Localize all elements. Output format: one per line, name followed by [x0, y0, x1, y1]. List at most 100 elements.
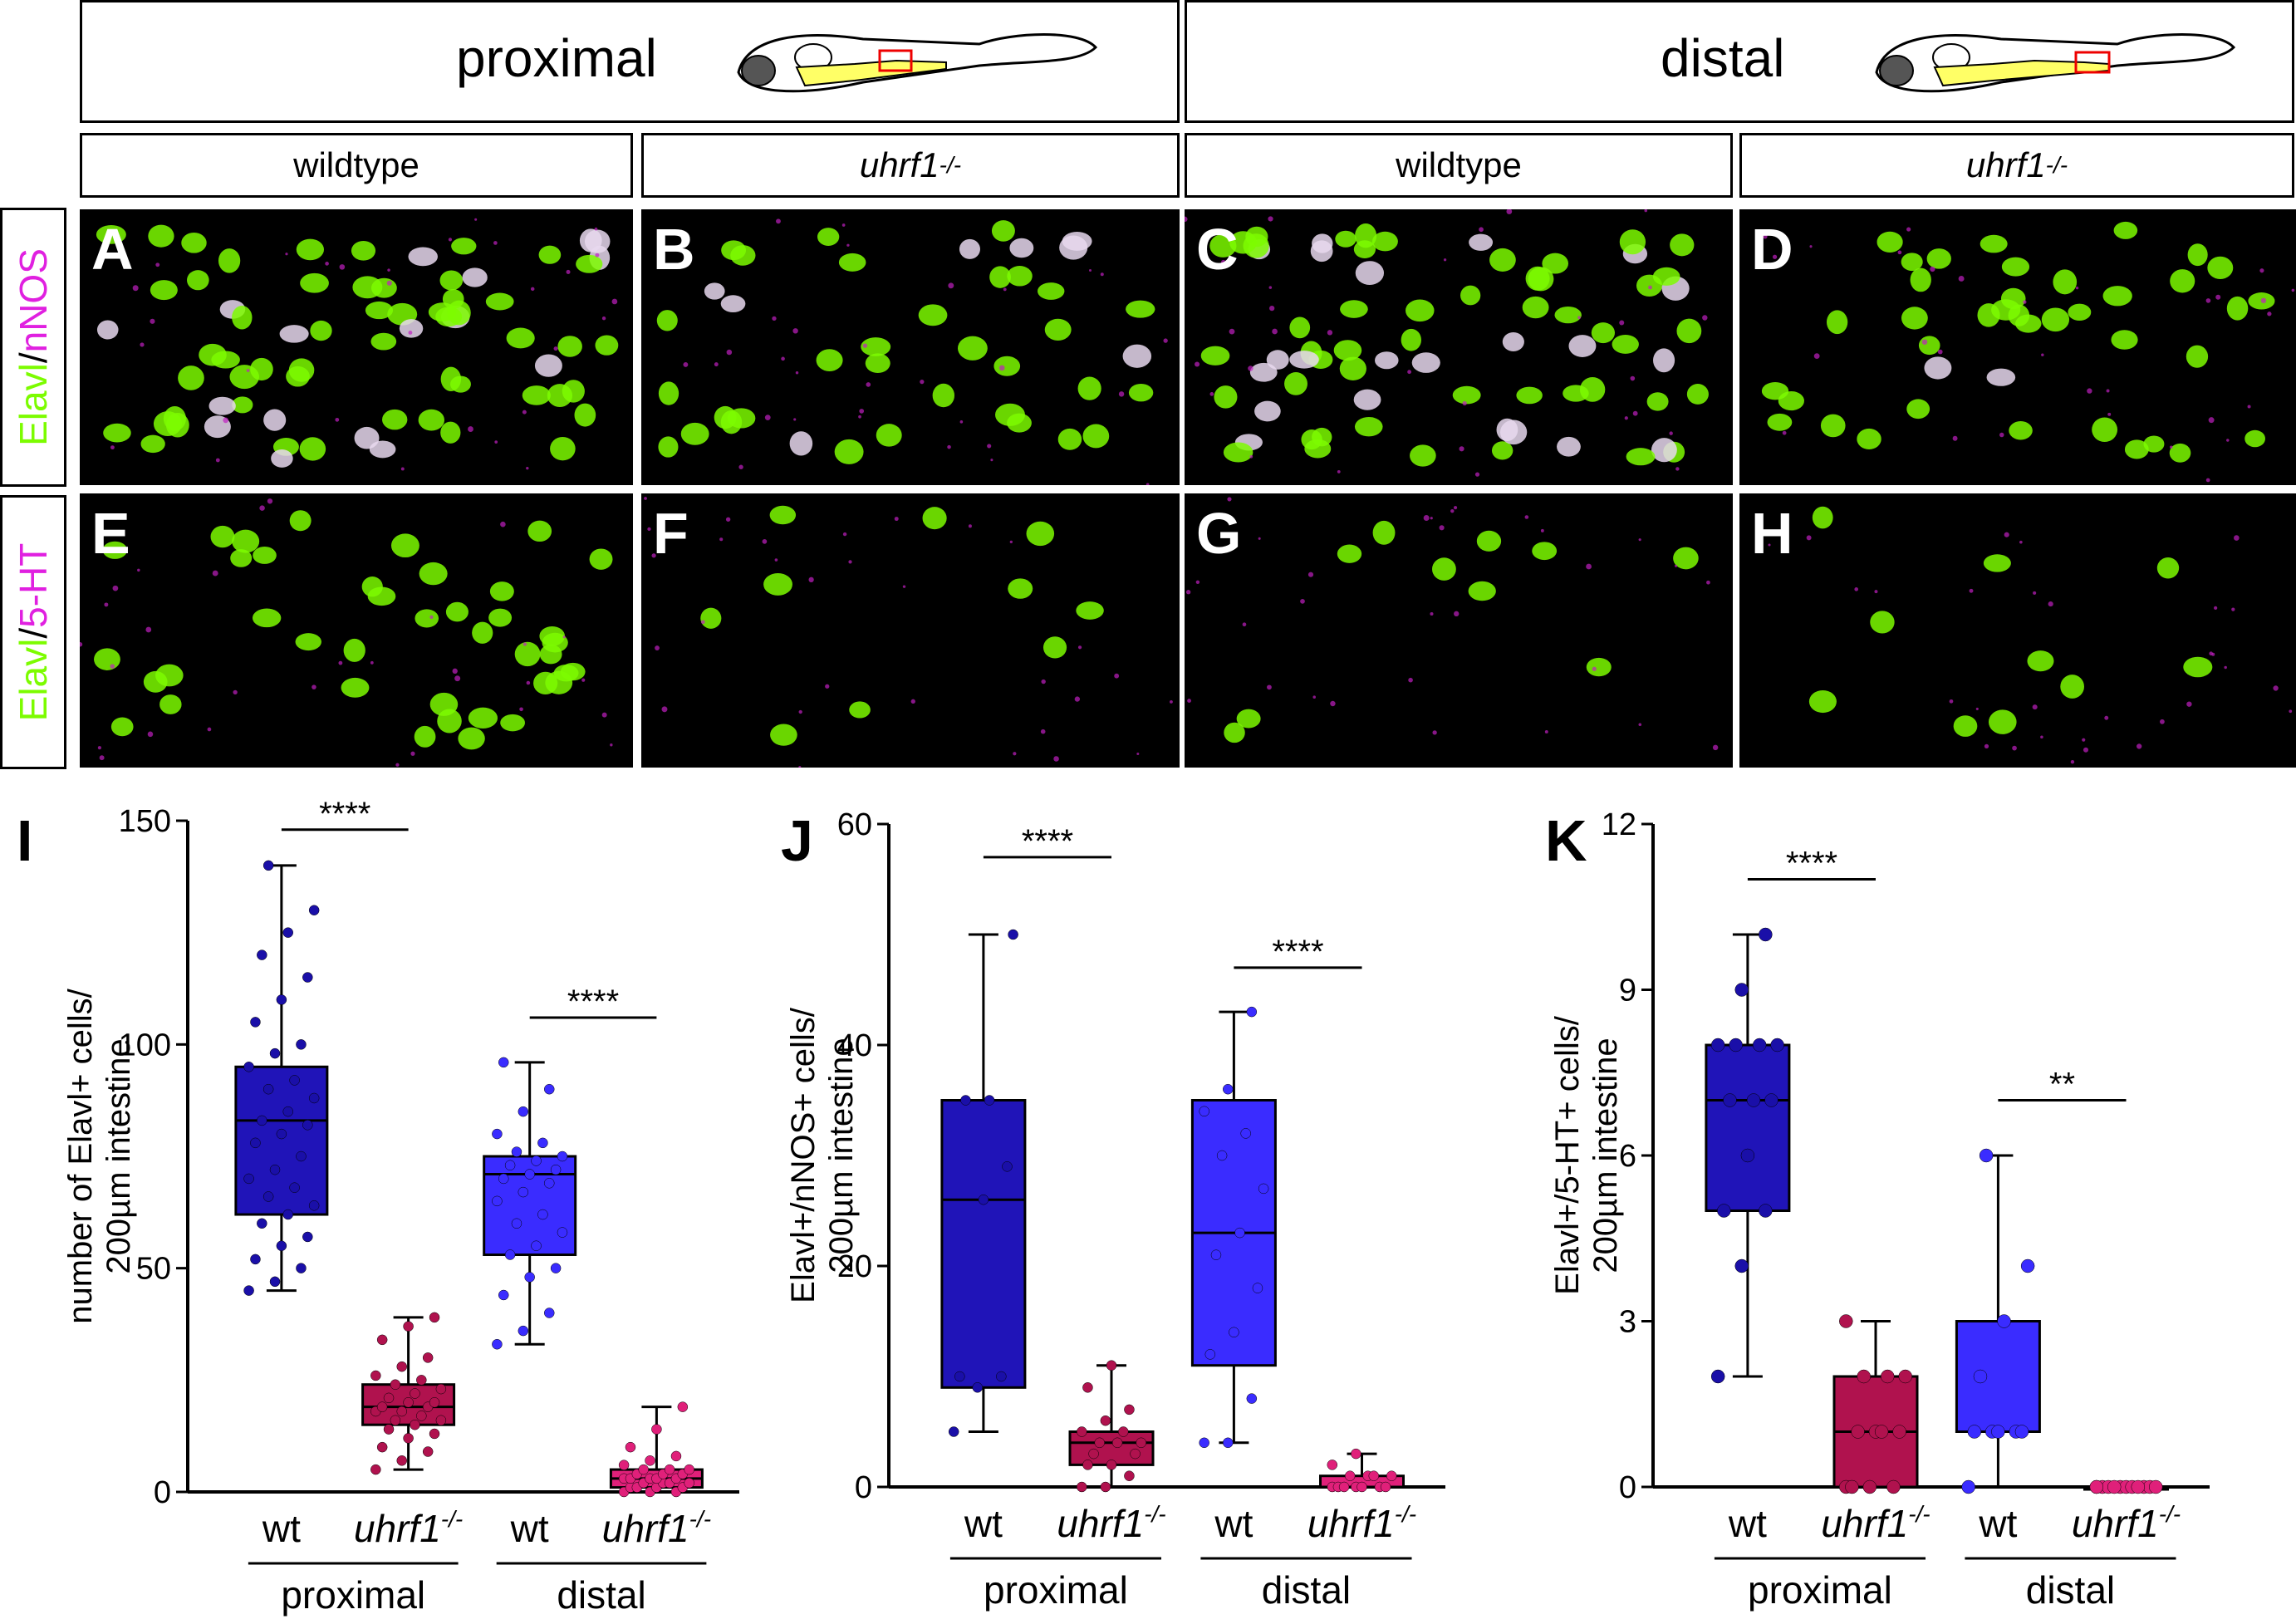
neuron-cell — [458, 727, 485, 750]
stain-speck — [1013, 752, 1017, 756]
data-point — [1199, 1106, 1209, 1117]
stain-speck — [990, 459, 993, 462]
x-tick-label: wt — [1728, 1502, 1767, 1545]
stain-speck — [2267, 312, 2272, 316]
neuron-cell — [1057, 428, 1082, 450]
neuron-cell — [178, 366, 204, 390]
neuron-cell — [103, 423, 131, 443]
data-point — [1845, 1479, 1859, 1494]
neuron-cell — [2027, 650, 2054, 672]
stain-speck — [2106, 389, 2110, 393]
data-point — [296, 1263, 307, 1273]
neuron-cell — [1826, 310, 1848, 335]
stain-speck — [987, 444, 992, 449]
row-label-a: Elavl — [12, 363, 55, 446]
data-point — [370, 1370, 381, 1381]
data-point — [645, 1455, 655, 1466]
stain-speck — [738, 464, 743, 469]
neuron-cell — [789, 431, 813, 456]
neuron-cell — [1062, 232, 1092, 251]
data-point — [1734, 1258, 1749, 1273]
neuron-cell — [1986, 368, 2016, 386]
neuron-cell — [989, 266, 1011, 288]
data-point — [1967, 1425, 1982, 1439]
data-point — [1100, 1415, 1111, 1426]
data-point — [550, 1164, 562, 1175]
stain-speck — [1088, 268, 1092, 272]
stain-speck — [1268, 216, 1273, 222]
stain-speck — [1644, 209, 1648, 213]
neuron-cell — [538, 245, 562, 264]
stain-speck — [1813, 353, 1820, 360]
subheader-wt-proximal: wildtype — [80, 133, 633, 198]
neuron-cell — [2169, 443, 2191, 463]
neuron-cell — [1910, 267, 1931, 292]
stain-speck — [395, 763, 400, 767]
group-label: proximal — [984, 1568, 1128, 1612]
neuron-cell — [300, 272, 329, 293]
group-label: distal — [2026, 1568, 2115, 1612]
data-point — [1246, 1393, 1258, 1404]
stain-speck — [1450, 508, 1455, 513]
data-point — [638, 1464, 649, 1475]
data-point — [1357, 1481, 1367, 1493]
neuron-cell — [1646, 392, 1669, 411]
stain-speck — [1975, 707, 1979, 710]
x-tick-label: wt — [262, 1507, 301, 1550]
neuron-cell — [680, 422, 709, 445]
data-point — [1136, 1437, 1146, 1449]
data-point — [531, 1240, 542, 1251]
neuron-cell — [279, 325, 309, 343]
stain-speck — [2033, 591, 2037, 595]
data-point — [1246, 1006, 1258, 1018]
neuron-cell — [2124, 439, 2149, 459]
neuron-cell — [1401, 328, 1422, 351]
neuron-cell — [816, 349, 843, 371]
neuron-cell — [2183, 656, 2213, 678]
stain-speck — [2087, 388, 2092, 394]
chart-j: J 0 20 40 60 Elavl+/nNOS+ cells/200µm intesti… — [764, 781, 1528, 1620]
y-axis-label: 200µm intestine — [101, 1038, 137, 1273]
data-point — [544, 1178, 555, 1189]
neuron-cell — [451, 238, 477, 255]
stain-speck — [2231, 607, 2235, 611]
neuron-cell — [1870, 611, 1895, 634]
stain-speck — [99, 755, 105, 761]
data-point — [1216, 1150, 1228, 1161]
row-label-sep: / — [12, 627, 55, 639]
stain-speck — [338, 660, 343, 665]
stain-speck — [522, 410, 527, 415]
stain-speck — [215, 458, 220, 463]
data-point — [550, 1263, 562, 1273]
stain-speck — [726, 349, 733, 356]
stain-speck — [2205, 478, 2210, 483]
neuron-cell — [1008, 578, 1033, 599]
neuron-cell — [1077, 376, 1101, 400]
data-point — [1898, 1369, 1912, 1384]
neuron-cell — [1568, 335, 1597, 357]
stain-speck — [2004, 532, 2009, 537]
neuron-cell — [1673, 547, 1699, 570]
stain-speck — [610, 743, 613, 747]
larva-icon-proximal — [737, 33, 1098, 93]
neuron-cell — [1812, 506, 1833, 529]
neuron-cell — [574, 403, 596, 427]
neuron-cell — [704, 282, 725, 300]
data-point — [308, 1092, 320, 1104]
data-point — [429, 1397, 440, 1408]
panel-label: K — [1545, 808, 1587, 873]
micrograph-panel: A — [80, 209, 633, 485]
stain-speck — [325, 262, 329, 266]
stain-speck — [387, 268, 390, 272]
y-tick-label: 0 — [154, 1475, 171, 1510]
data-point — [511, 1218, 522, 1229]
stain-speck — [2159, 719, 2165, 724]
stain-speck — [2107, 412, 2112, 416]
stain-speck — [132, 285, 139, 292]
data-point — [1088, 1448, 1099, 1460]
stain-speck — [2170, 445, 2173, 449]
stain-speck — [595, 253, 600, 258]
stain-speck — [110, 664, 115, 669]
data-point — [1752, 1038, 1767, 1052]
stain-speck — [1249, 454, 1253, 459]
